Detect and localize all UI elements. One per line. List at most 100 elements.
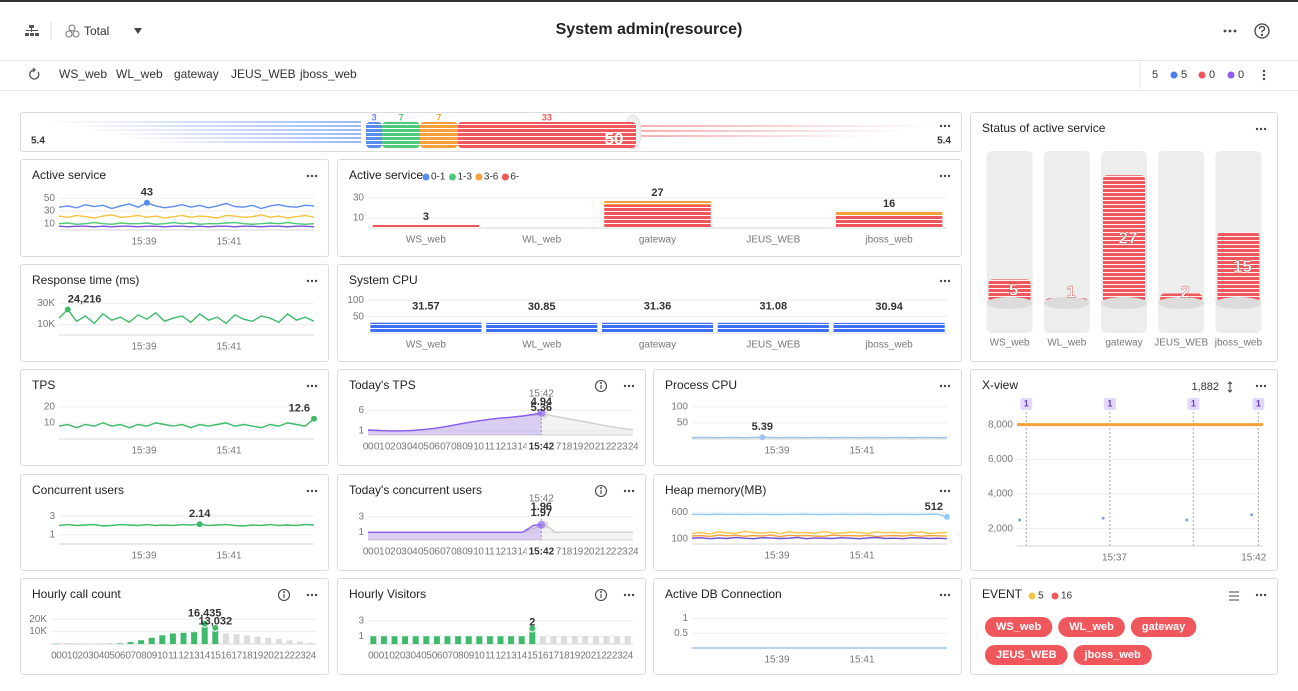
panel-menu[interactable]: [939, 384, 951, 388]
y-tick-label: 20K: [29, 614, 47, 625]
event-tag[interactable]: gateway: [1130, 617, 1197, 637]
event-tag[interactable]: jboss_web: [1073, 645, 1152, 665]
bar: [116, 643, 123, 644]
panel-menu[interactable]: [306, 489, 318, 493]
menu-dot: [627, 384, 631, 388]
menu-dot: [943, 174, 947, 178]
summary-chart: 5.4 5.4 3 7 7 33 50: [31, 113, 951, 150]
refresh-icon[interactable]: [29, 67, 40, 80]
panel-chart: Response time (ms) 10K 30K 15:39 15:41 24,216: [32, 273, 318, 353]
event-tag[interactable]: WS_web: [985, 617, 1053, 637]
x-tick-label: 22: [606, 547, 617, 558]
more-menu[interactable]: [1223, 29, 1237, 33]
panel-menu[interactable]: [306, 279, 318, 283]
x-tick-label: 01: [374, 442, 385, 453]
column-value: 5: [1009, 281, 1018, 300]
app-filter[interactable]: WL_web: [116, 67, 163, 81]
bar: [455, 636, 462, 644]
panel-menu[interactable]: [623, 489, 635, 493]
x-tick-label: 14: [517, 651, 528, 662]
x-tick-label: 18: [242, 651, 253, 662]
scope[interactable]: Total: [84, 24, 109, 38]
legend-dot: [422, 173, 430, 181]
bar: [486, 636, 493, 644]
menu-dot: [1255, 127, 1259, 131]
menu-dot: [623, 384, 627, 388]
y-tick-label: 1: [49, 529, 55, 540]
x-tick-label: 15:41: [216, 342, 241, 353]
menu-dot: [314, 593, 318, 597]
x-tick-label: 20: [584, 442, 595, 453]
series-line: [58, 523, 315, 527]
app-filter[interactable]: jboss_web: [299, 67, 357, 81]
toolbar-menu[interactable]: [1262, 69, 1266, 81]
bar: [148, 637, 155, 644]
panel-menu[interactable]: [623, 593, 635, 597]
column-cap: [1101, 297, 1147, 309]
column-bg: [1158, 151, 1205, 333]
panel-menu[interactable]: [939, 174, 951, 178]
panel: Active service 10 30 0-1 1-3 3-6 6- 3 WS_web WL_w…: [337, 159, 962, 257]
bar: [433, 636, 440, 644]
panel-title: Today's concurrent users: [349, 483, 482, 497]
group-icon[interactable]: [65, 24, 80, 38]
panel-title: Status of active service: [982, 121, 1106, 135]
menu-dot: [943, 124, 947, 128]
x-tick-label: 02: [72, 651, 83, 662]
x-tick-label: 22: [284, 651, 295, 662]
list-icon[interactable]: [1229, 591, 1239, 601]
x-tick-label: 23: [295, 651, 306, 662]
x-tick-label: 14: [200, 651, 211, 662]
panel-chart: Status of active service 5 WS_web 1 WL_web 27…: [982, 121, 1267, 349]
event-tag[interactable]: JEUS_WEB: [985, 645, 1068, 665]
tag-bg: [1130, 617, 1197, 637]
y-tick-label: 1: [358, 631, 364, 642]
x-tick-label: 12: [178, 651, 189, 662]
marker-badge: [1252, 398, 1265, 410]
y-tick-label: 50: [353, 311, 365, 322]
panel-title: EVENT: [982, 587, 1023, 601]
tag-label: WS_web: [996, 621, 1042, 633]
panel-title: Hourly Visitors: [349, 587, 426, 601]
highlight-point: [311, 415, 317, 422]
menu-dot: [631, 384, 635, 388]
tree-icon[interactable]: [25, 25, 39, 36]
app-filter[interactable]: WS_web: [59, 67, 107, 81]
panel-menu[interactable]: [306, 384, 318, 388]
panel-title: Heap memory(MB): [665, 483, 766, 497]
panel-menu[interactable]: [306, 593, 318, 597]
status-count: 0: [1238, 69, 1244, 81]
panel-menu[interactable]: [306, 174, 318, 178]
dropdown-arrow[interactable]: [134, 28, 142, 34]
info-icon[interactable]: [594, 588, 608, 602]
panel: EVENT 5 16 WS_web WL_web gateway JEUS_WEB jboss…: [970, 578, 1278, 675]
menu-dot: [623, 489, 627, 493]
panel-menu[interactable]: [1255, 593, 1267, 597]
menu-dot: [314, 279, 318, 283]
panel-menu[interactable]: [1255, 384, 1267, 388]
marker-value: 4.94: [531, 396, 553, 408]
info-icon[interactable]: [277, 588, 291, 602]
panel-menu[interactable]: [623, 384, 635, 388]
y-range-icon: [1227, 381, 1233, 393]
panel-menu[interactable]: [1255, 127, 1267, 131]
panel-menu[interactable]: [939, 593, 951, 597]
info-dot: [600, 591, 602, 593]
x-tick-label: 16: [538, 651, 549, 662]
info-icon[interactable]: [594, 379, 608, 393]
app-filter[interactable]: gateway: [174, 67, 219, 81]
panel: Hourly call count 10K 20K 16,435 13,032 00 01 0…: [20, 578, 329, 675]
marker-count: 1: [1256, 398, 1261, 408]
series-line: [58, 225, 315, 228]
panel-title: Concurrent users: [32, 483, 124, 497]
help-icon[interactable]: [1254, 23, 1270, 39]
panel: Active DB Connection 0.5 1 15:39 15:41: [653, 578, 962, 675]
panel-menu[interactable]: [939, 279, 951, 283]
event-tag[interactable]: WL_web: [1058, 617, 1125, 637]
info-icon[interactable]: [594, 484, 608, 498]
panel-menu[interactable]: [939, 489, 951, 493]
menu-dot: [943, 384, 947, 388]
panel-menu[interactable]: [939, 124, 951, 128]
app-filter[interactable]: JEUS_WEB: [231, 67, 296, 81]
highlight-point: [64, 306, 71, 313]
